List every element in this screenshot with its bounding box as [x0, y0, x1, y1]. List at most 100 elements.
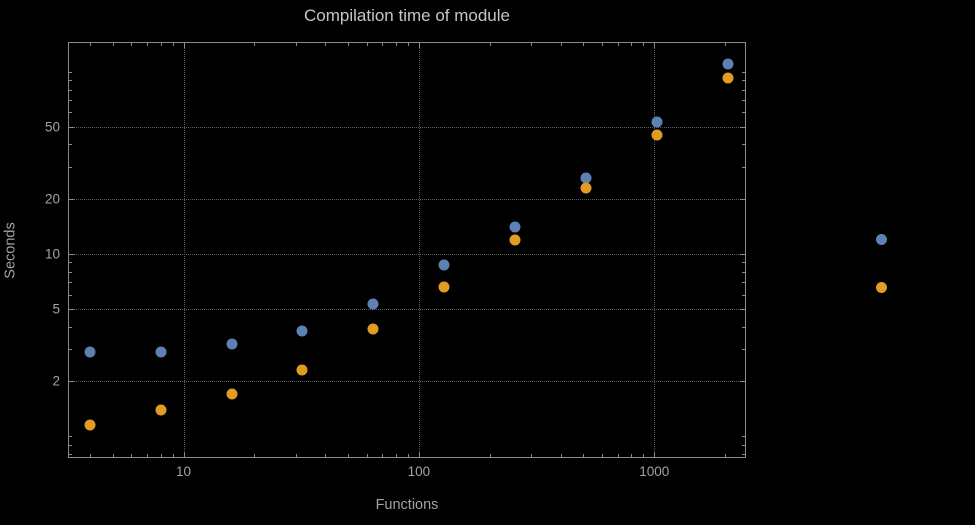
y-tick-label: 10 [44, 246, 60, 262]
x-tick-mark [418, 43, 420, 48]
x-gridline [183, 43, 185, 457]
data-point [580, 182, 592, 194]
legend-marker [876, 234, 887, 245]
y-minor-tick [69, 453, 72, 455]
y-minor-tick [69, 89, 72, 91]
y-minor-tick [69, 262, 72, 264]
data-point [438, 281, 450, 293]
y-minor-tick [69, 271, 72, 273]
y-minor-tick [742, 71, 745, 73]
data-point [580, 172, 592, 184]
x-minor-tick [112, 454, 114, 457]
y-minor-tick [69, 112, 72, 114]
y-gridline [69, 199, 745, 201]
data-point [722, 72, 734, 84]
x-minor-tick [348, 43, 350, 46]
x-minor-tick [560, 454, 562, 457]
x-minor-tick [396, 454, 398, 457]
x-minor-tick [160, 454, 162, 457]
y-minor-tick [69, 100, 72, 102]
y-tick-mark [740, 254, 745, 256]
y-minor-tick [742, 144, 745, 146]
x-minor-tick [631, 43, 633, 46]
x-minor-tick [325, 43, 327, 46]
x-minor-tick [382, 43, 384, 46]
x-minor-tick [160, 43, 162, 46]
x-minor-tick [617, 454, 619, 457]
y-tick-label: 20 [44, 191, 60, 207]
y-tick-mark [69, 254, 74, 256]
y-gridline [69, 126, 745, 128]
x-minor-tick [366, 454, 368, 457]
y-minor-tick [742, 112, 745, 114]
y-minor-tick [742, 453, 745, 455]
y-minor-tick [742, 262, 745, 264]
x-gridline [654, 43, 656, 457]
x-minor-tick [408, 454, 410, 457]
x-tick-mark [654, 43, 656, 48]
y-tick-mark [740, 126, 745, 128]
y-minor-tick [69, 326, 72, 328]
x-minor-tick [172, 43, 174, 46]
x-minor-tick [408, 43, 410, 46]
x-minor-tick [489, 454, 491, 457]
y-minor-tick [742, 282, 745, 284]
legend-marker [876, 282, 887, 293]
x-tick-mark [183, 452, 185, 457]
x-minor-tick [89, 43, 91, 46]
x-minor-tick [382, 454, 384, 457]
y-tick-mark [740, 199, 745, 201]
x-tick-mark [654, 452, 656, 457]
x-tick-label: 10 [176, 464, 192, 479]
data-point [438, 259, 450, 271]
y-minor-tick [742, 436, 745, 438]
x-minor-tick [583, 454, 585, 457]
y-tick-mark [740, 308, 745, 310]
data-point [722, 58, 734, 70]
x-minor-tick [295, 454, 297, 457]
plot-area: 10 100 1000 2 5 10 20 50 [45, 42, 746, 479]
x-minor-tick [295, 43, 297, 46]
y-tick-label: 50 [44, 119, 60, 135]
data-point [651, 129, 663, 141]
data-point [226, 388, 238, 400]
x-minor-tick [725, 43, 727, 46]
data-point [155, 404, 167, 416]
y-minor-tick [742, 349, 745, 351]
x-minor-tick [643, 454, 645, 457]
x-minor-tick [131, 454, 133, 457]
y-minor-tick [69, 294, 72, 296]
x-minor-tick [131, 43, 133, 46]
x-tick-mark [183, 43, 185, 48]
x-minor-tick [147, 43, 149, 46]
y-minor-tick [742, 167, 745, 169]
x-minor-tick [147, 454, 149, 457]
x-minor-tick [254, 454, 256, 457]
x-minor-tick [325, 454, 327, 457]
data-point [84, 346, 96, 358]
x-axis-label: Functions [375, 497, 439, 513]
x-minor-tick [531, 43, 533, 46]
y-minor-tick [69, 80, 72, 82]
x-minor-tick [725, 454, 727, 457]
y-minor-tick [742, 444, 745, 446]
data-point [367, 323, 379, 335]
y-minor-tick [742, 271, 745, 273]
x-minor-tick [631, 454, 633, 457]
x-minor-tick [348, 454, 350, 457]
y-gridline [69, 254, 745, 256]
y-minor-tick [69, 282, 72, 284]
y-tick-label: 5 [52, 301, 60, 317]
x-tick-label: 100 [407, 464, 431, 479]
data-point [296, 325, 308, 337]
y-minor-tick [742, 100, 745, 102]
data-point [651, 116, 663, 128]
x-minor-tick [112, 43, 114, 46]
legend [876, 234, 887, 293]
x-minor-tick [583, 43, 585, 46]
y-tick-label: 2 [52, 373, 60, 389]
x-minor-tick [396, 43, 398, 46]
data-point [226, 338, 238, 350]
y-minor-tick [742, 326, 745, 328]
x-minor-tick [617, 43, 619, 46]
